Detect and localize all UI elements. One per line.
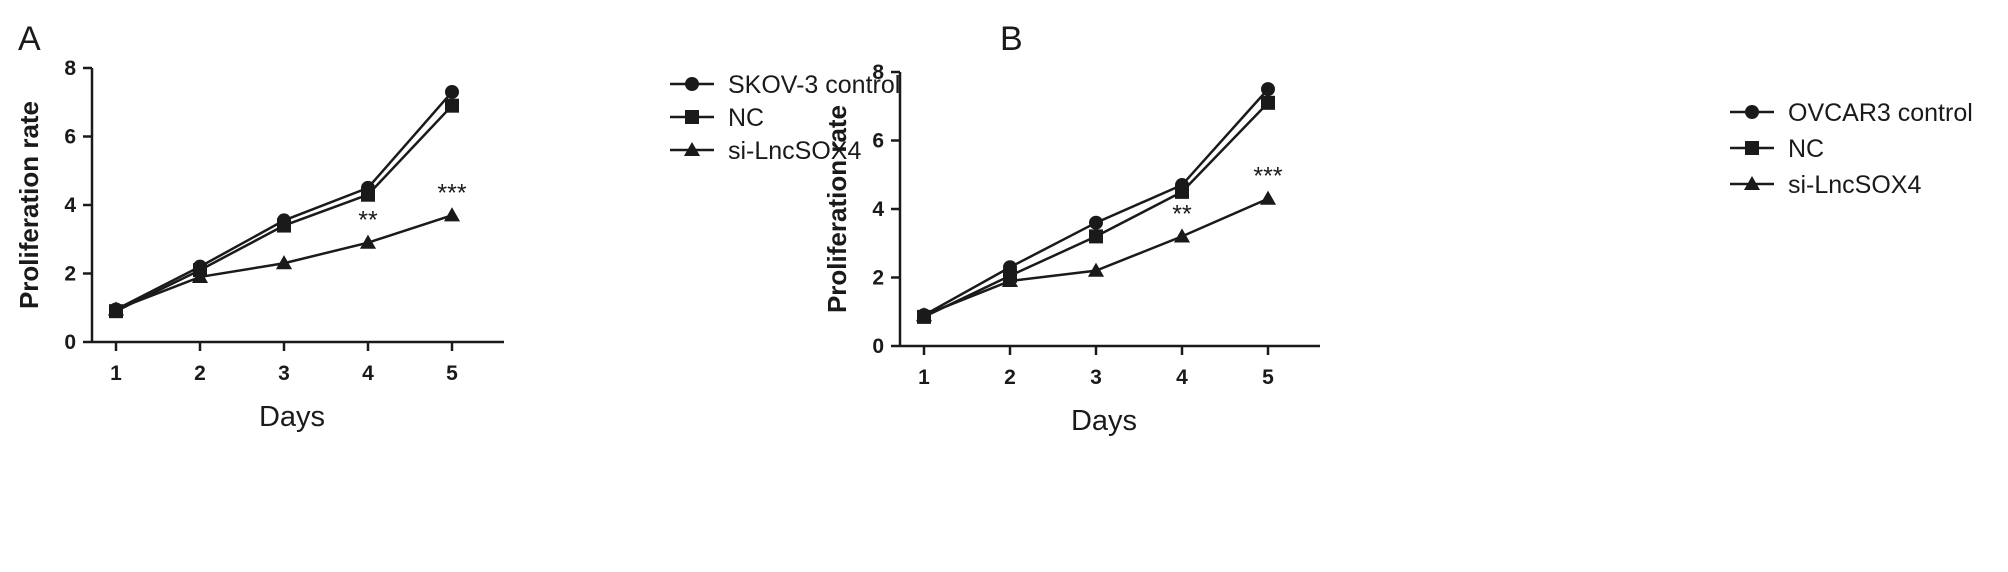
panel-b-x-tick-label: 4 bbox=[1176, 366, 1188, 389]
panel-a-legend-marker-control bbox=[685, 77, 699, 91]
panel-a-x-tick-label: 1 bbox=[110, 362, 122, 385]
panel-a-point-si-lncsox4 bbox=[443, 207, 461, 222]
panel-b-y-tick-label: 0 bbox=[872, 335, 884, 358]
panel-a-y-tick-label: 0 bbox=[64, 331, 76, 354]
panel-a-x-tick-label: 4 bbox=[362, 362, 374, 385]
panel-a-y-tick-label: 2 bbox=[64, 263, 76, 286]
panel-a-series-line-control bbox=[115, 91, 453, 311]
panel-a-annotations: ***** bbox=[358, 179, 467, 234]
panel-a-point-si-lncsox4 bbox=[275, 255, 293, 270]
panel-b-point-nc bbox=[1261, 95, 1275, 110]
panel-b-x-axis-title: Days bbox=[1071, 405, 1137, 437]
panel-b-y-tick-label: 2 bbox=[872, 267, 884, 290]
panel-b-x-tick-label: 3 bbox=[1090, 366, 1102, 389]
panel-b-legend-marker-control bbox=[1745, 105, 1759, 119]
panel-a-point-si-lncsox4 bbox=[107, 301, 125, 316]
panel-a-x-ticks: 1 2 3 4 5 bbox=[110, 342, 458, 385]
panel-a-legend-marker-si-lncsox4 bbox=[683, 141, 701, 157]
panel-b-x-tick-label: 2 bbox=[1004, 366, 1016, 389]
panel-b-point-control bbox=[1089, 215, 1103, 230]
panel-b-point-nc bbox=[1175, 184, 1189, 199]
panel-b-x-tick-label: 1 bbox=[918, 366, 930, 389]
panel-b-y-axis-title: Proliferation rate bbox=[822, 105, 852, 313]
panel-a-y-tick-label: 4 bbox=[64, 194, 76, 217]
panel-b-y-ticks: 0 2 4 6 8 bbox=[872, 61, 900, 358]
panel-b-x-tick-label: 5 bbox=[1262, 366, 1274, 389]
panel-b-legend-label-si-lncsox4: si-LncSOX4 bbox=[1788, 171, 1921, 199]
panel-a-significance-label: ** bbox=[358, 207, 378, 235]
panel-b-point-si-lncsox4 bbox=[915, 307, 933, 322]
panel-a-y-tick-label: 6 bbox=[64, 126, 76, 149]
panel-b-point-nc bbox=[1089, 229, 1103, 244]
panel-a-letter: A bbox=[18, 20, 41, 58]
panel-a-y-ticks: 0 2 4 6 8 bbox=[64, 57, 92, 354]
panel-a-legend-marker-nc bbox=[685, 110, 699, 124]
panel-a-legend: SKOV-3 control NC si-LncSOX4 bbox=[670, 71, 900, 165]
panel-a-legend-label-control: SKOV-3 control bbox=[728, 71, 900, 99]
panel-b-series-line-control bbox=[923, 88, 1269, 317]
panel-b-point-si-lncsox4 bbox=[1259, 190, 1277, 205]
panel-b-point-si-lncsox4 bbox=[1173, 228, 1191, 243]
panel-a-series-group bbox=[107, 84, 461, 319]
panel-a-point-control bbox=[445, 84, 459, 99]
panel-a-legend-label-nc: NC bbox=[728, 104, 764, 132]
panel-a-point-nc bbox=[277, 218, 291, 233]
panel-a-legend-label-si-lncsox4: si-LncSOX4 bbox=[728, 137, 861, 165]
panel-b-letter: B bbox=[1000, 20, 1023, 58]
panel-a-significance-label: *** bbox=[437, 179, 466, 207]
panel-b-point-si-lncsox4 bbox=[1087, 262, 1105, 277]
panel-b-y-tick-label: 8 bbox=[872, 61, 884, 84]
panel-b-legend-marker-nc bbox=[1745, 141, 1759, 155]
panel-b-y-tick-label: 6 bbox=[872, 130, 884, 153]
panel-a-x-axis-title: Days bbox=[259, 401, 325, 433]
panel-b-series-line-nc bbox=[923, 101, 1269, 319]
panel-b-annotations: ***** bbox=[1172, 163, 1283, 229]
panel-a-x-tick-label: 3 bbox=[278, 362, 290, 385]
panel-a-point-nc bbox=[445, 98, 459, 113]
panel-a-series-line-nc bbox=[115, 104, 453, 313]
panel-b-legend-label-control: OVCAR3 control bbox=[1788, 99, 1973, 127]
panel-b-y-tick-label: 4 bbox=[872, 198, 884, 221]
panel-b-legend: OVCAR3 control NC si-LncSOX4 bbox=[1730, 99, 1973, 199]
panel-a-x-tick-label: 5 bbox=[446, 362, 458, 385]
panel-a-y-axis-title: Proliferation rate bbox=[14, 101, 44, 309]
panel-b-x-ticks: 1 2 3 4 5 bbox=[918, 346, 1274, 389]
panel-b-legend-marker-si-lncsox4 bbox=[1743, 175, 1761, 191]
panel-b-significance-label: *** bbox=[1253, 163, 1282, 191]
panel-b-point-si-lncsox4 bbox=[1001, 272, 1019, 287]
panel-a-y-tick-label: 8 bbox=[64, 57, 76, 80]
panel-b-point-control bbox=[1261, 82, 1275, 97]
panel-b-significance-label: ** bbox=[1172, 200, 1192, 228]
panel-a-point-si-lncsox4 bbox=[359, 234, 377, 249]
panel-b-legend-label-nc: NC bbox=[1788, 135, 1824, 163]
panel-a-x-tick-label: 2 bbox=[194, 362, 206, 385]
panel-a-point-nc bbox=[361, 187, 375, 202]
panel-b-series-group bbox=[915, 82, 1277, 324]
panel-a-point-si-lncsox4 bbox=[191, 268, 209, 283]
